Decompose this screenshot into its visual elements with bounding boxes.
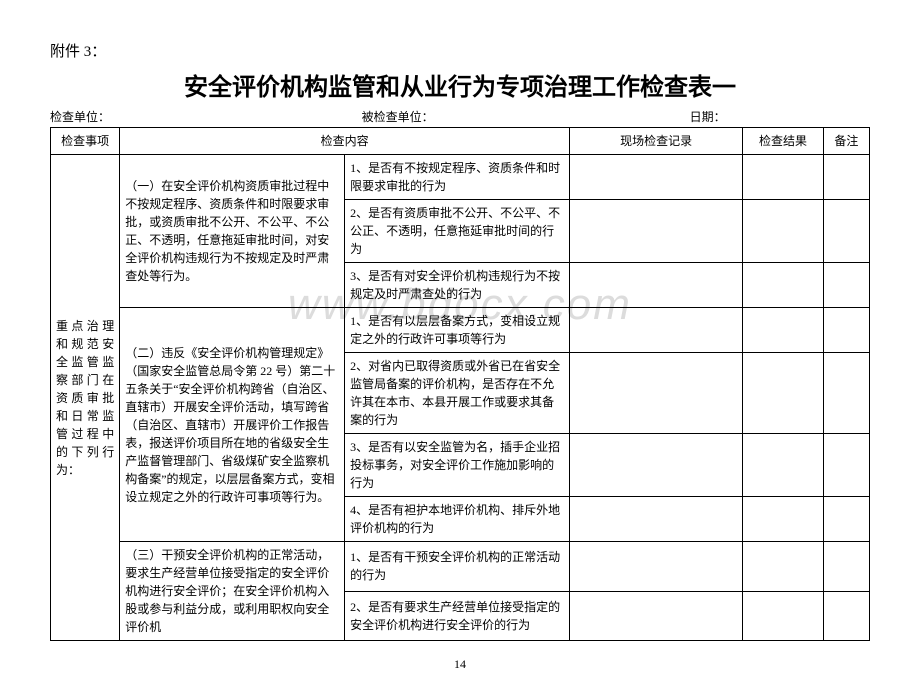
page-number: 14 [50, 657, 870, 672]
table-row: 重点治理和规范安全监管监察部门在资质审批和日常监管过程中的下列行为： （一）在安… [51, 155, 870, 200]
check-item: 2、是否有要求生产经营单位接受指定的安全评价机构进行安全评价的行为 [345, 591, 570, 641]
check-item: 2、对省内已取得资质或外省已在省安全监管局备案的评价机构，是否存在不允许其在本市… [345, 353, 570, 434]
result-cell [743, 155, 824, 200]
record-cell [570, 263, 743, 308]
header-record: 现场检查记录 [570, 128, 743, 155]
record-cell [570, 434, 743, 497]
date-label: 日期： [690, 108, 870, 125]
inspection-table: 检查事项 检查内容 现场检查记录 检查结果 备注 重点治理和规范安全监管监察部门… [50, 127, 870, 641]
record-cell [570, 155, 743, 200]
note-cell [823, 591, 869, 641]
group-desc: （一）在安全评价机构资质审批过程中不按规定程序、资质条件和时限要求审批，或资质审… [120, 155, 345, 308]
row-category: 重点治理和规范安全监管监察部门在资质审批和日常监管过程中的下列行为： [51, 155, 120, 641]
header-result: 检查结果 [743, 128, 824, 155]
result-cell [743, 263, 824, 308]
note-cell [823, 308, 869, 353]
result-cell [743, 434, 824, 497]
inspector-label: 检查单位： [50, 108, 362, 125]
header-item: 检查事项 [51, 128, 120, 155]
attachment-label: 附件 3： [50, 40, 870, 61]
result-cell [743, 308, 824, 353]
result-cell [743, 591, 824, 641]
record-cell [570, 308, 743, 353]
inspected-label: 被检查单位： [362, 108, 690, 125]
note-cell [823, 200, 869, 263]
note-cell [823, 263, 869, 308]
check-item: 1、是否有以层层备案方式，变相设立规定之外的行政许可事项等行为 [345, 308, 570, 353]
check-item: 4、是否有袒护本地评价机构、排斥外地评价机构的行为 [345, 497, 570, 542]
record-cell [570, 591, 743, 641]
record-cell [570, 542, 743, 592]
header-note: 备注 [823, 128, 869, 155]
record-cell [570, 200, 743, 263]
result-cell [743, 200, 824, 263]
note-cell [823, 155, 869, 200]
note-cell [823, 542, 869, 592]
note-cell [823, 353, 869, 434]
group-desc: （三）干预安全评价机构的正常活动，要求生产经营单位接受指定的安全评价机构进行安全… [120, 542, 345, 641]
page-title: 安全评价机构监管和从业行为专项治理工作检查表一 [50, 67, 870, 102]
result-cell [743, 353, 824, 434]
check-item: 3、是否有以安全监管为名，插手企业招投标事务，对安全评价工作施加影响的行为 [345, 434, 570, 497]
meta-row: 检查单位： 被检查单位： 日期： [50, 108, 870, 125]
check-item: 1、是否有干预安全评价机构的正常活动的行为 [345, 542, 570, 592]
result-cell [743, 542, 824, 592]
result-cell [743, 497, 824, 542]
group-desc: （二）违反《安全评价机构管理规定》（国家安全监管总局令第 22 号）第二十五条关… [120, 308, 345, 542]
note-cell [823, 434, 869, 497]
record-cell [570, 353, 743, 434]
table-header-row: 检查事项 检查内容 现场检查记录 检查结果 备注 [51, 128, 870, 155]
check-item: 2、是否有资质审批不公开、不公平、不公正、不透明，任意拖延审批时间的行为 [345, 200, 570, 263]
table-row: （三）干预安全评价机构的正常活动，要求生产经营单位接受指定的安全评价机构进行安全… [51, 542, 870, 592]
record-cell [570, 497, 743, 542]
table-row: （二）违反《安全评价机构管理规定》（国家安全监管总局令第 22 号）第二十五条关… [51, 308, 870, 353]
check-item: 3、是否有对安全评价机构违规行为不按规定及时严肃查处的行为 [345, 263, 570, 308]
check-item: 1、是否有不按规定程序、资质条件和时限要求审批的行为 [345, 155, 570, 200]
note-cell [823, 497, 869, 542]
header-content: 检查内容 [120, 128, 570, 155]
